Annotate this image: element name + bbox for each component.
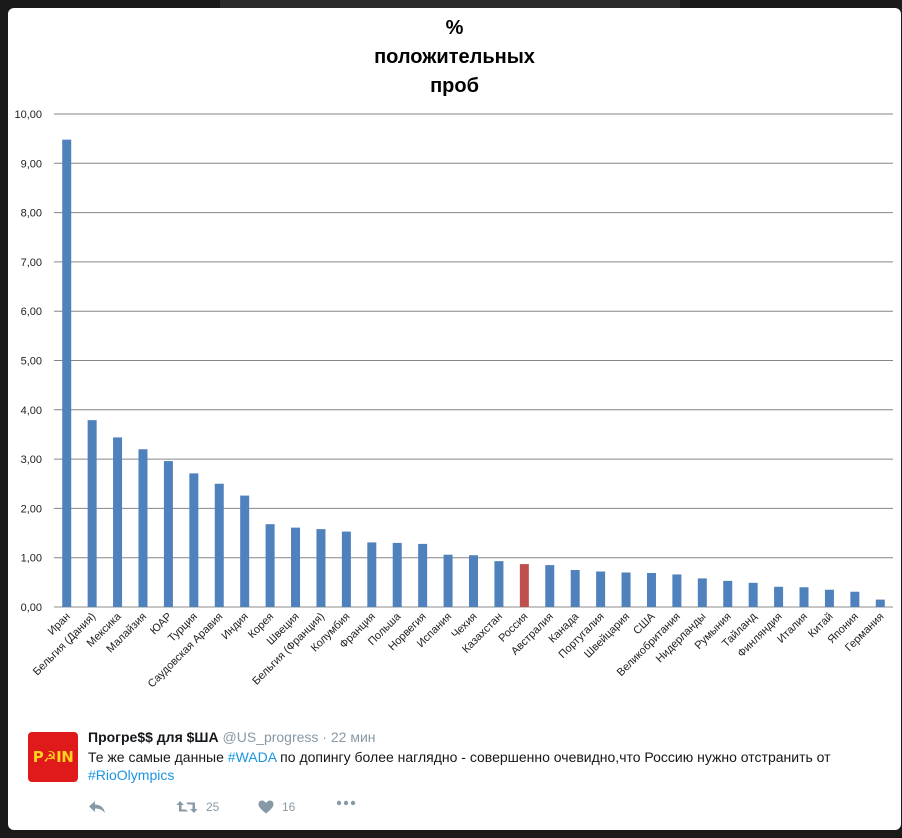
tweet-author-handle[interactable]: @US_progress bbox=[222, 729, 319, 745]
reply-button[interactable] bbox=[88, 800, 106, 814]
y-tick-label: 10,00 bbox=[14, 109, 42, 121]
background-strip bbox=[220, 0, 680, 8]
bars bbox=[62, 139, 885, 608]
y-tick-label: 6,00 bbox=[21, 306, 42, 318]
bar bbox=[545, 565, 555, 607]
y-tick-label: 2,00 bbox=[21, 503, 42, 515]
retweet-button[interactable]: 25 bbox=[176, 800, 219, 814]
y-tick-label: 7,00 bbox=[21, 257, 42, 269]
bar bbox=[799, 587, 809, 607]
bar bbox=[646, 572, 656, 607]
bar-chart: 0,00 1,00 2,00 3,00 4,00 5,00 6,00 7,00 8,00 9,00… bbox=[14, 109, 893, 690]
bar bbox=[87, 420, 97, 607]
bar bbox=[824, 589, 834, 607]
heart-icon bbox=[258, 800, 274, 814]
bar bbox=[774, 586, 784, 607]
bar bbox=[570, 570, 580, 607]
bar bbox=[163, 461, 173, 607]
bar bbox=[189, 473, 199, 607]
y-axis-ticks: 0,00 1,00 2,00 3,00 4,00 5,00 6,00 7,00 8,00 9,00… bbox=[14, 109, 42, 614]
bar bbox=[443, 554, 453, 607]
y-tick-label: 3,00 bbox=[21, 454, 42, 466]
bar bbox=[291, 527, 301, 607]
tweet-header: Прогре$$ для $ША @US_progress · 22 мин bbox=[88, 729, 376, 745]
grid-lines bbox=[54, 113, 893, 608]
bar bbox=[214, 483, 224, 607]
bar bbox=[418, 543, 428, 607]
bar bbox=[240, 495, 250, 607]
bar bbox=[596, 571, 606, 607]
chart-title-line: проб bbox=[430, 75, 479, 97]
bar bbox=[316, 529, 326, 607]
bar bbox=[265, 524, 275, 607]
bar bbox=[850, 591, 860, 607]
hashtag-link[interactable]: #RioOlympics bbox=[88, 767, 175, 783]
tweet-text-part: Те же самые данные bbox=[88, 749, 228, 765]
more-icon bbox=[336, 800, 356, 806]
bar bbox=[494, 561, 504, 607]
tweet[interactable]: P☭IN Прогре$$ для $ША @US_progress · 22 … bbox=[8, 698, 901, 830]
y-tick-label: 8,00 bbox=[21, 208, 42, 220]
bar bbox=[138, 449, 148, 607]
tweet-text-part: по допингу более наглядно - совершенно о… bbox=[276, 749, 831, 765]
bar bbox=[621, 572, 631, 607]
bar bbox=[113, 437, 123, 607]
chart-title: % положительных проб bbox=[8, 14, 901, 101]
bar bbox=[519, 564, 529, 607]
bar bbox=[723, 580, 733, 607]
chart-title-line: положительных bbox=[374, 46, 535, 68]
x-tick-label: Индия bbox=[219, 611, 250, 642]
bar bbox=[62, 139, 72, 608]
bar bbox=[341, 531, 351, 607]
like-button[interactable]: 16 bbox=[258, 800, 295, 814]
y-tick-label: 5,00 bbox=[21, 356, 42, 368]
like-count: 16 bbox=[282, 800, 296, 814]
y-tick-label: 9,00 bbox=[21, 158, 42, 170]
retweet-icon bbox=[176, 801, 198, 813]
hashtag-link[interactable]: #WADA bbox=[227, 749, 277, 765]
bar bbox=[469, 555, 478, 607]
tweet-text: Те же самые данные #WADA по допингу боле… bbox=[88, 748, 878, 784]
tweet-time[interactable]: · 22 мин bbox=[318, 729, 376, 745]
y-tick-label: 0,00 bbox=[21, 602, 42, 614]
y-tick-label: 1,00 bbox=[21, 553, 42, 565]
bar bbox=[367, 542, 377, 607]
bar bbox=[672, 574, 682, 607]
tweet-author-name[interactable]: Прогре$$ для $ША bbox=[88, 729, 219, 745]
bar bbox=[748, 582, 758, 607]
chart-title-line: % bbox=[445, 17, 464, 39]
chart-card: % положительных проб 0,00 1,00 2,00 3,00 4,0… bbox=[8, 8, 901, 830]
reply-icon bbox=[89, 801, 105, 813]
y-tick-label: 4,00 bbox=[21, 405, 42, 417]
retweet-count: 25 bbox=[206, 800, 220, 814]
bar bbox=[697, 578, 707, 607]
avatar[interactable]: P☭IN bbox=[28, 732, 78, 782]
bar bbox=[875, 599, 885, 607]
bar bbox=[392, 542, 402, 607]
more-button[interactable] bbox=[336, 800, 356, 806]
